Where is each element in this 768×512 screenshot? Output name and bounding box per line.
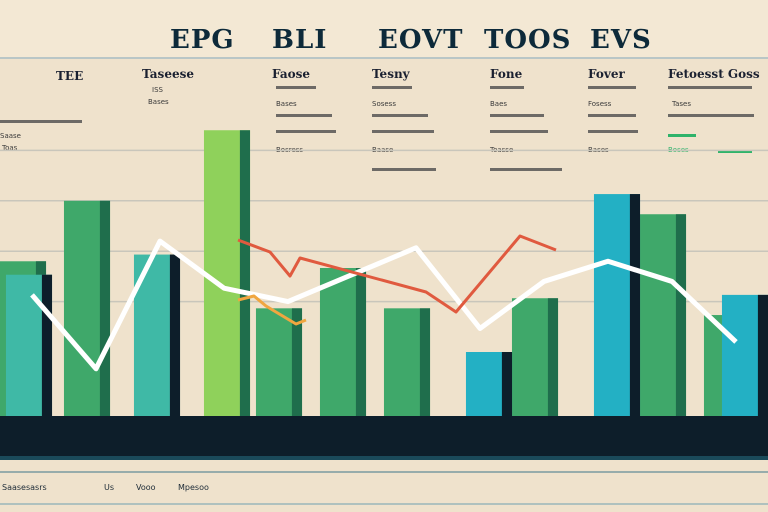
column-heading-7: Fetoesst Goss bbox=[668, 67, 760, 81]
header-band bbox=[0, 0, 768, 58]
column-heading-4: Tesny bbox=[372, 67, 411, 81]
title-word-3: EOVT bbox=[378, 25, 464, 55]
bar bbox=[511, 298, 559, 436]
bar-shadow bbox=[41, 274, 53, 436]
bar bbox=[255, 308, 303, 436]
column-heading-3: Faose bbox=[272, 67, 310, 81]
text-stroke bbox=[490, 168, 562, 171]
bar-shadow bbox=[629, 194, 641, 436]
bar-shadow bbox=[419, 308, 431, 436]
text-stroke bbox=[372, 114, 428, 117]
title-word-5: EVS bbox=[590, 25, 652, 55]
bar bbox=[593, 194, 641, 436]
text-stroke bbox=[276, 86, 316, 89]
bar-shadow bbox=[547, 298, 559, 436]
title-word-4: TOOS bbox=[484, 25, 571, 55]
column-heading-5: Fone bbox=[490, 67, 523, 81]
text-stroke bbox=[668, 86, 752, 89]
bar bbox=[5, 274, 53, 436]
bar-shadow bbox=[355, 268, 367, 436]
bar-shadow bbox=[675, 214, 687, 436]
text-stroke bbox=[372, 86, 412, 89]
column-2-line-1: ISS bbox=[152, 86, 164, 94]
accent-line-orange bbox=[237, 294, 307, 326]
left-note-2: Toas bbox=[1, 144, 18, 152]
left-note-1: Saase bbox=[0, 132, 21, 140]
left-notes: Saase Toas bbox=[0, 132, 21, 152]
bar bbox=[721, 294, 768, 436]
footer-item-3: Vooo bbox=[136, 483, 156, 492]
text-stroke bbox=[276, 114, 332, 117]
text-stroke bbox=[588, 114, 636, 117]
title-word-1: EPG bbox=[170, 25, 235, 55]
text-stroke bbox=[490, 130, 548, 133]
text-stroke bbox=[276, 130, 336, 133]
text-stroke bbox=[668, 134, 696, 137]
text-placeholder-strokes bbox=[276, 86, 754, 171]
bars bbox=[0, 130, 768, 437]
text-stroke bbox=[372, 130, 434, 133]
bar bbox=[319, 268, 367, 436]
column-5-line-1: Baes bbox=[490, 100, 507, 108]
text-stroke bbox=[490, 86, 524, 89]
text-stroke bbox=[490, 114, 544, 117]
footer-item-1: Saasesasrs bbox=[2, 483, 47, 492]
bar bbox=[133, 254, 181, 436]
left-note-stroke bbox=[0, 120, 82, 123]
trend-lines bbox=[30, 234, 738, 372]
footer-item-4: Mpesoo bbox=[178, 483, 209, 492]
footer: Saasesasrs Us Vooo Mpesoo bbox=[0, 471, 768, 505]
column-4-line-1: Sosess bbox=[372, 100, 396, 108]
bar bbox=[639, 214, 687, 436]
column-6-line-1: Fosess bbox=[588, 100, 612, 108]
bar-shadow bbox=[239, 130, 251, 437]
trend-line bbox=[30, 238, 738, 372]
text-stroke bbox=[372, 168, 436, 171]
text-stroke bbox=[718, 150, 752, 153]
column-heading-6: Fover bbox=[588, 67, 625, 81]
title-row: EPG BLI EOVT TOOS EVS bbox=[170, 25, 652, 55]
column-7-line-1: Tases bbox=[671, 100, 691, 108]
bar-shadow bbox=[99, 200, 111, 436]
baseline-accent bbox=[0, 456, 768, 460]
column-heading-2: Taseese bbox=[142, 67, 194, 81]
bar bbox=[203, 130, 251, 437]
bar-shadow bbox=[501, 352, 513, 436]
footer-item-2: Us bbox=[104, 483, 114, 492]
column-2-line-2: Bases bbox=[148, 98, 169, 106]
bar-shadow bbox=[169, 254, 181, 436]
column-3-line-1: Bases bbox=[276, 100, 297, 108]
bar-shadow bbox=[757, 294, 768, 436]
text-stroke bbox=[588, 130, 638, 133]
bar bbox=[383, 308, 431, 436]
accent-line-red bbox=[237, 234, 557, 314]
column-heading-1: TEE bbox=[56, 69, 83, 83]
baseline-band bbox=[0, 416, 768, 456]
bar bbox=[63, 200, 111, 436]
text-stroke bbox=[668, 114, 754, 117]
bar-shadow bbox=[291, 308, 303, 436]
title-word-2: BLI bbox=[272, 25, 327, 55]
text-stroke bbox=[588, 86, 636, 89]
